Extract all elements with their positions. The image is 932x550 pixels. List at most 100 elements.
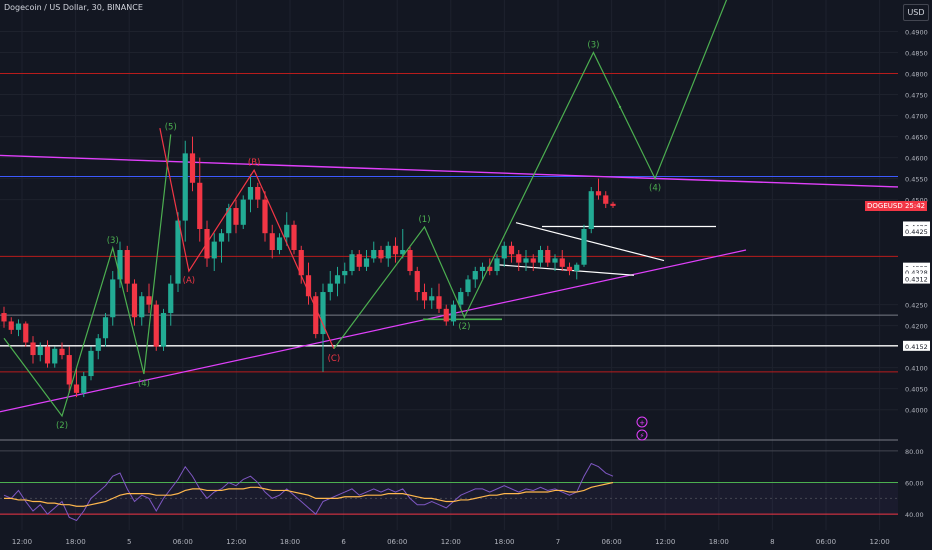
candle-body (284, 224, 290, 238)
plus-event-icon (636, 416, 648, 428)
lower-trendline (0, 249, 747, 413)
candle-body (603, 195, 609, 204)
time-tick-label: 6 (341, 538, 346, 546)
wedge-top (515, 222, 665, 262)
candle-body (436, 296, 442, 309)
wave-dot-marker (618, 105, 622, 109)
candle-body (421, 292, 428, 301)
candle-body (298, 250, 304, 276)
time-tick-label: 18:00 (494, 538, 514, 546)
wave-label: (4) (649, 184, 661, 194)
candle-body (189, 153, 196, 183)
flash-event-icon (636, 429, 648, 441)
candle-body (429, 296, 435, 301)
trend-lines (0, 154, 899, 413)
time-tick-label: 12:00 (12, 538, 32, 546)
price-tick-label: 0.4328 (905, 269, 928, 277)
corrective-wave-path (159, 128, 335, 350)
candle-body (269, 233, 275, 251)
candle-body (73, 384, 80, 393)
price-tick-label: 0.4900 (905, 29, 928, 37)
candle-body (124, 250, 130, 284)
plus-glyph-icon: + (639, 419, 645, 427)
price-tick-label: 0.4152 (905, 343, 928, 351)
candle-body (88, 350, 94, 377)
candle-body (291, 224, 297, 251)
wave-label: (4) (138, 379, 150, 389)
price-tick-label: 0.4600 (905, 155, 928, 163)
wave-label: (2) (56, 421, 68, 431)
price-tick-label: 0.4750 (905, 92, 928, 100)
wave-label: (A) (183, 276, 195, 286)
candle-body (81, 376, 87, 393)
wave-label: (3) (587, 41, 599, 51)
candle-body (95, 338, 101, 351)
symbol-price-tag: DOGEUSD 25:42 (865, 200, 928, 211)
wave-label: (C) (328, 354, 341, 364)
price-tick-label: 0.4850 (905, 50, 928, 58)
candle-body (371, 250, 377, 259)
projection-wave-path (333, 0, 728, 350)
rsi-band (0, 482, 898, 515)
candle-body (247, 186, 254, 200)
price-tick-label: 0.4425 (905, 228, 928, 236)
candle-body (15, 323, 22, 330)
candle-body (508, 245, 515, 255)
candle-body (472, 271, 478, 280)
candle-body (537, 250, 544, 263)
time-tick-label: 12:00 (226, 538, 246, 546)
bolt-glyph-icon: ⚡ (640, 432, 645, 440)
candle-body (595, 191, 602, 196)
time-tick-label: 7 (556, 538, 560, 546)
candle-body (23, 323, 29, 343)
currency-badge[interactable]: USD (903, 4, 929, 21)
wedge-bottom (496, 264, 635, 276)
candle-body (37, 346, 43, 356)
time-tick-label: 12:00 (870, 538, 890, 546)
wave-label: (5) (165, 122, 177, 132)
rsi-tick-label: 40.00 (905, 511, 924, 519)
rsi-tick-label: 80.00 (905, 448, 924, 456)
rsi-ma-line (4, 481, 614, 507)
candle-body (349, 254, 355, 272)
candle-body (102, 317, 109, 339)
wave-label: (3) (107, 236, 119, 246)
candle-body (487, 266, 493, 272)
time-tick-label: 18:00 (280, 538, 300, 546)
time-tick-label: 18:00 (66, 538, 86, 546)
level-price-box (903, 340, 930, 351)
candle-body (414, 271, 420, 293)
candle-body (66, 355, 72, 385)
rsi-line (3, 462, 614, 522)
candle-body (218, 233, 225, 242)
wave-label: (1) (418, 215, 430, 225)
upper-trendline (0, 154, 899, 188)
price-tick-label: 0.4200 (905, 323, 928, 331)
candle-body (334, 275, 341, 284)
price-tick-label: 0.4100 (905, 365, 928, 373)
candle-body (327, 283, 333, 293)
price-tick-label: 0.4000 (905, 407, 928, 415)
candle-body (400, 250, 406, 255)
candle-body (160, 313, 167, 347)
time-tick-label: 06:00 (816, 538, 836, 546)
time-tick-label: 12:00 (655, 538, 675, 546)
wave-label: (2) (458, 322, 470, 332)
candle-body (559, 258, 565, 267)
price-tick-label: 0.4650 (905, 134, 928, 142)
candle-body (110, 279, 116, 318)
candle-body (233, 207, 239, 225)
candle-body (378, 250, 384, 259)
candle-body (8, 321, 14, 330)
price-tick-label: 0.4700 (905, 113, 928, 121)
candle-body (262, 199, 268, 234)
candle-body (581, 229, 587, 265)
candle-body (175, 220, 181, 284)
candle-body (443, 308, 449, 322)
countdown-label: 25:42 (904, 201, 926, 210)
event-icons[interactable]: +⚡ (636, 416, 648, 441)
candle-body (211, 241, 217, 259)
candle-body (574, 264, 580, 272)
candle-body (450, 304, 457, 322)
